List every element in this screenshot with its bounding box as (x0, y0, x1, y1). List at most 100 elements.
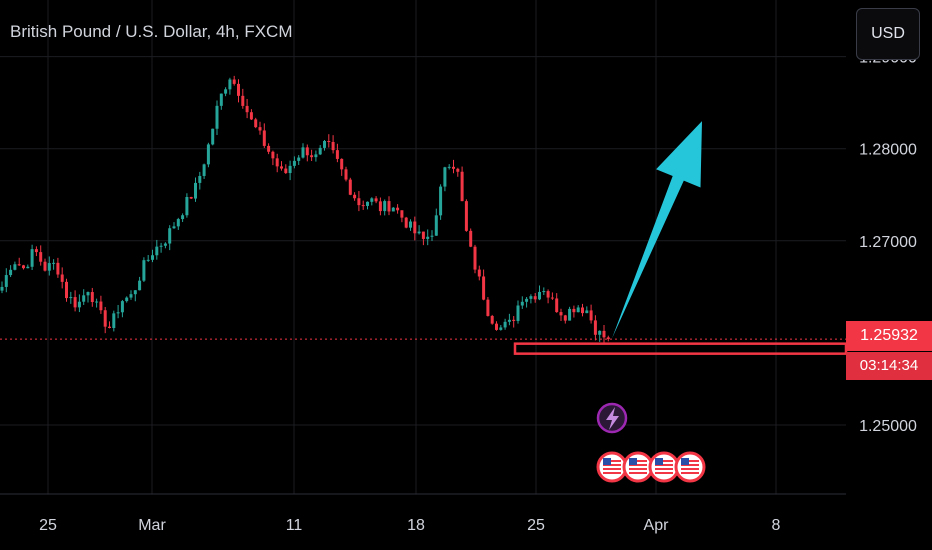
candle-body (366, 201, 369, 206)
us-flag-icon[interactable] (648, 451, 680, 483)
candle-body (198, 175, 202, 183)
flag-ring (674, 451, 706, 483)
chart-title: British Pound / U.S. Dollar, 4h, FXCM (10, 22, 293, 41)
candle-body (254, 119, 258, 128)
candle-body (73, 297, 77, 308)
support-zone[interactable] (513, 342, 848, 355)
candle-body (559, 312, 563, 316)
flag-canton (629, 458, 637, 465)
candle-body (370, 198, 374, 202)
flag-stripe (681, 472, 699, 474)
candle-body (82, 295, 86, 302)
flag-canton (603, 458, 611, 465)
candle-body (228, 79, 232, 90)
lightning-icon[interactable] (596, 402, 628, 434)
candle-body (473, 246, 477, 270)
flag-stripe (681, 468, 699, 470)
candle-body (4, 275, 8, 287)
currency-button[interactable]: USD (856, 8, 920, 60)
candle-body (47, 263, 51, 271)
flag-stripe (681, 464, 699, 466)
candle-body (232, 79, 236, 84)
candle-body (348, 179, 352, 195)
us-flag-icon[interactable] (596, 451, 628, 483)
candle-body (576, 307, 580, 313)
candle-body (568, 308, 572, 321)
us-flag-icon[interactable] (674, 451, 706, 483)
candle-body (13, 264, 17, 270)
candle-body (241, 95, 245, 106)
flag-ring (648, 451, 680, 483)
candle-body (267, 145, 271, 152)
candle-body (572, 308, 576, 313)
flag-stripe (603, 464, 621, 466)
grid (0, 0, 846, 494)
candle-body (482, 276, 486, 300)
candle-body (215, 105, 219, 129)
candle-body (421, 231, 425, 239)
candle-body (529, 296, 533, 299)
candle-body (469, 230, 473, 247)
candle-body (185, 197, 189, 216)
us-flag-icon[interactable] (622, 451, 654, 483)
event-markers[interactable] (596, 402, 706, 483)
candle-body (181, 215, 185, 220)
projection-arrow[interactable] (612, 121, 702, 339)
candle-body (374, 198, 378, 202)
flag-stripe (603, 460, 621, 462)
candle-body (60, 274, 64, 282)
candle-body (598, 330, 602, 335)
flag-stripe (655, 468, 673, 470)
candle-body (503, 321, 507, 328)
candle-body (172, 226, 176, 229)
flag-stripe (629, 468, 647, 470)
price-tick-label: 1.27000 (859, 234, 917, 251)
candle-body (378, 201, 382, 212)
candle-body (353, 194, 357, 199)
flag-ring (596, 451, 628, 483)
price-tick-label: 1.28000 (859, 142, 917, 159)
candle-body (108, 326, 111, 328)
candle-body (396, 207, 400, 211)
candle-body (499, 327, 503, 330)
candle-body (391, 207, 395, 212)
candle-body (95, 301, 99, 303)
candle-body (129, 294, 133, 298)
candle-body (22, 265, 25, 269)
candle-body (99, 301, 103, 311)
flag-ring (622, 451, 654, 483)
flag-canton (681, 458, 689, 465)
candle-body (151, 255, 154, 260)
flag-stripe (603, 468, 621, 470)
candle-body (546, 291, 550, 298)
candle-body (606, 337, 610, 340)
candle-body (507, 319, 511, 322)
candle-body (555, 298, 559, 313)
candle-body (159, 245, 163, 247)
candle-body (439, 186, 443, 216)
candle-body (323, 140, 326, 148)
candle-body (512, 319, 516, 321)
flag-stripe (629, 464, 647, 466)
flag-stripe (655, 472, 673, 474)
candle-body (194, 182, 197, 199)
candle-body (327, 140, 331, 142)
candle-body (26, 266, 30, 269)
candle-body (533, 296, 537, 300)
candle-body (550, 297, 554, 299)
candle-body (318, 147, 322, 155)
candle-body (30, 249, 34, 267)
flag-stripe (681, 460, 699, 462)
time-axis: 25 Mar 11 18 25 Apr 8 (39, 517, 780, 534)
candle-body (142, 260, 146, 281)
candle-body (495, 323, 498, 330)
candle-body (585, 310, 589, 314)
candle-body (301, 147, 305, 158)
candle-body (176, 219, 180, 227)
candle-body (426, 236, 430, 239)
candle-body (146, 259, 150, 261)
candle-body (460, 171, 464, 202)
candle-body (417, 231, 421, 234)
time-tick-label: Mar (138, 517, 166, 534)
